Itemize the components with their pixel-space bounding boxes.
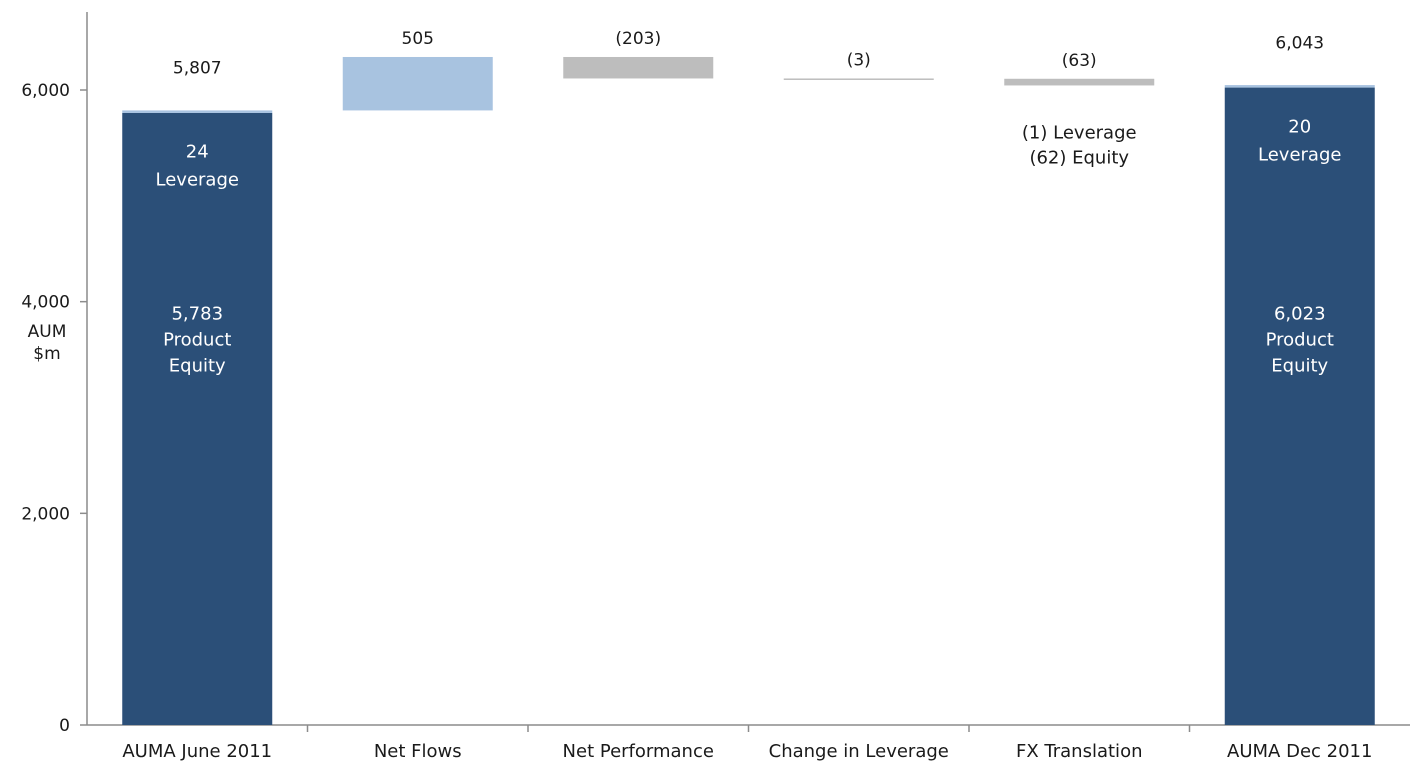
equity-label-auma-dec-2011: Equity [1271, 356, 1328, 377]
y-tick-label: 4,000 [21, 293, 70, 313]
bar-auma-june-2011-leverage [122, 110, 273, 113]
x-tick-label-change-in-leverage: Change in Leverage [769, 741, 949, 762]
equity-label-auma-june-2011: 5,783 [171, 304, 223, 325]
x-tick-label-fx-translation: FX Translation [1016, 741, 1142, 762]
value-label-fx-translation: (63) [1062, 51, 1097, 71]
bar-fx-translation [1004, 78, 1155, 86]
value-label-auma-dec-2011: 6,043 [1275, 33, 1324, 53]
leverage-label-auma-dec-2011: Leverage [1258, 144, 1341, 165]
equity-label-auma-june-2011: Product [163, 330, 231, 351]
y-axis-title: $m [33, 344, 60, 364]
equity-label-auma-dec-2011: 6,023 [1274, 304, 1326, 325]
bar-auma-dec-2011-leverage [1224, 85, 1375, 88]
bars [122, 56, 1375, 726]
note-label-fx-translation: (62) Equity [1029, 147, 1129, 168]
labels: 5,807 5,783 Product Equity 24 Leverage 505 (203… [156, 29, 1342, 377]
y-tick-label: 6,000 [21, 81, 70, 101]
y-tick-label: 0 [59, 716, 70, 736]
value-label-change-in-leverage: (3) [847, 50, 871, 70]
x-tick-label-auma-june-2011: AUMA June 2011 [122, 741, 272, 762]
bar-net-flows [342, 56, 493, 111]
axes: 0 2,000 4,000 6,000 AUM$m AUMA June 2011 Net F… [21, 12, 1410, 762]
x-tick-label-net-flows: Net Flows [374, 741, 462, 762]
x-tick-label-auma-dec-2011: AUMA Dec 2011 [1227, 741, 1372, 762]
value-label-net-performance: (203) [615, 29, 661, 49]
bar-auma-dec-2011-product-equity [1224, 87, 1375, 725]
x-tick-label-net-performance: Net Performance [563, 741, 714, 762]
leverage-label-auma-june-2011: 24 [186, 141, 209, 162]
note-label-fx-translation: (1) Leverage [1022, 122, 1137, 143]
bar-auma-june-2011-product-equity [122, 112, 273, 726]
value-label-auma-june-2011: 5,807 [173, 58, 222, 78]
y-axis-title: AUM [28, 322, 67, 342]
leverage-label-auma-dec-2011: 20 [1288, 116, 1311, 137]
bar-change-in-leverage [783, 78, 934, 80]
leverage-label-auma-june-2011: Leverage [156, 169, 239, 190]
equity-label-auma-dec-2011: Product [1266, 330, 1334, 351]
bar-net-performance [563, 56, 714, 79]
value-label-net-flows: 505 [402, 29, 434, 49]
y-tick-label: 2,000 [21, 504, 70, 524]
equity-label-auma-june-2011: Equity [169, 356, 226, 377]
